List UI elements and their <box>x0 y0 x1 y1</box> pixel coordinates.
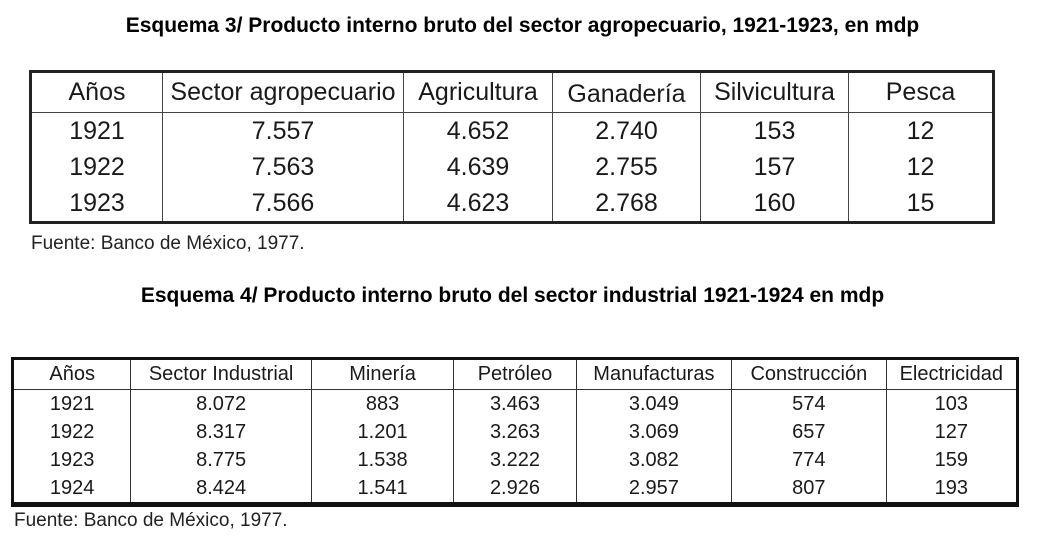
table-cell: 774 <box>731 446 887 474</box>
table-cell: 3.222 <box>453 446 577 474</box>
table-cell: 2.768 <box>552 185 701 223</box>
table-cell: 7.563 <box>162 149 404 185</box>
scheme-3-title: Esquema 3/ Producto interno bruto del se… <box>125 14 920 37</box>
scheme-4-title: Esquema 4/ Producto interno bruto del se… <box>140 284 885 307</box>
table-row: 1923 8.775 1.538 3.222 3.082 774 159 <box>12 446 1018 474</box>
table-cell: 3.049 <box>576 389 733 418</box>
table-cell: 3.263 <box>453 418 577 446</box>
table-cell: 103 <box>934 392 968 415</box>
table-cell: 7.557 <box>162 112 404 149</box>
header-cell: Agricultura <box>403 71 553 113</box>
industrial-gdp-table: Años Sector Industrial Minería Petróleo … <box>11 357 1019 507</box>
table-cell: 153 <box>700 112 849 149</box>
header-cell: Silvicultura <box>700 71 849 113</box>
table-cell: 2.926 <box>453 474 577 505</box>
table-cell: 3.463 <box>453 389 577 418</box>
table-cell: 3.069 <box>576 418 733 446</box>
table-cell: 12 <box>906 152 935 181</box>
table-cell: 1922 <box>12 418 132 446</box>
table-cell: 1.541 <box>311 474 455 505</box>
header-cell: Pesca <box>848 71 994 113</box>
header-cell: Electricidad <box>886 358 1018 390</box>
table-cell: 574 <box>731 389 887 418</box>
table-cell: 7.566 <box>162 185 404 223</box>
table-cell: 3.082 <box>576 446 733 474</box>
header-cell: Minería <box>311 358 455 390</box>
table-cell: 8.424 <box>130 474 312 505</box>
table-cell: 4.623 <box>403 185 553 223</box>
header-cell: Sector agropecuario <box>162 71 404 113</box>
table-row: 1921 8.072 883 3.463 3.049 574 103 <box>12 389 1018 418</box>
table-row: 1923 7.566 4.623 2.768 160 15 <box>30 185 994 223</box>
scheme-4-source: Fuente: Banco de México, 1977. <box>14 510 288 531</box>
table-cell: 4.652 <box>403 112 553 149</box>
table-cell: 15 <box>906 188 935 217</box>
table-cell: 157 <box>700 149 849 185</box>
header-cell: Construcción <box>731 358 887 390</box>
agricultural-gdp-table: Años Sector agropecuario Agricultura Gan… <box>29 70 995 224</box>
table-cell: 160 <box>700 185 849 223</box>
table-row: 1922 7.563 4.639 2.755 157 12 <box>30 149 994 185</box>
table-cell: 1921 <box>12 389 132 418</box>
table-header-row: Años Sector agropecuario Agricultura Gan… <box>30 71 994 113</box>
table-cell: 4.639 <box>403 149 553 185</box>
table-cell: 8.072 <box>130 389 312 418</box>
table-cell: 807 <box>731 474 887 505</box>
table-row: 1924 8.424 1.541 2.926 2.957 807 193 <box>12 474 1018 505</box>
table-cell: 1923 <box>30 185 163 223</box>
header-cell: Años <box>12 358 132 390</box>
table-row: 1921 7.557 4.652 2.740 153 12 <box>30 112 994 149</box>
table-cell: 2.740 <box>552 112 701 149</box>
table-cell: 883 <box>311 389 455 418</box>
table-cell: 8.317 <box>130 418 312 446</box>
header-cell: Años <box>30 71 163 113</box>
table-cell: 1.201 <box>311 418 455 446</box>
table-cell: 657 <box>731 418 887 446</box>
header-cell: Manufacturas <box>576 358 733 390</box>
table-row: 1922 8.317 1.201 3.263 3.069 657 127 <box>12 418 1018 446</box>
table-cell: 2.957 <box>576 474 733 505</box>
table-cell: 127 <box>934 420 968 443</box>
table-cell: 159 <box>934 448 968 471</box>
header-cell: Petróleo <box>453 358 577 390</box>
header-cell: Sector Industrial <box>130 358 312 390</box>
table-cell: 1.538 <box>311 446 455 474</box>
table-cell: 1924 <box>12 474 132 505</box>
table-cell: 193 <box>934 476 968 499</box>
table-cell: 12 <box>906 116 935 145</box>
table-cell: 1923 <box>12 446 132 474</box>
scheme-3-source: Fuente: Banco de México, 1977. <box>31 233 305 254</box>
table-cell: 1922 <box>30 149 163 185</box>
table-cell: 1921 <box>30 112 163 149</box>
header-cell: Ganadería <box>552 71 701 113</box>
table-header-row: Años Sector Industrial Minería Petróleo … <box>12 358 1018 390</box>
table-cell: 2.755 <box>552 149 701 185</box>
table-cell: 8.775 <box>130 446 312 474</box>
